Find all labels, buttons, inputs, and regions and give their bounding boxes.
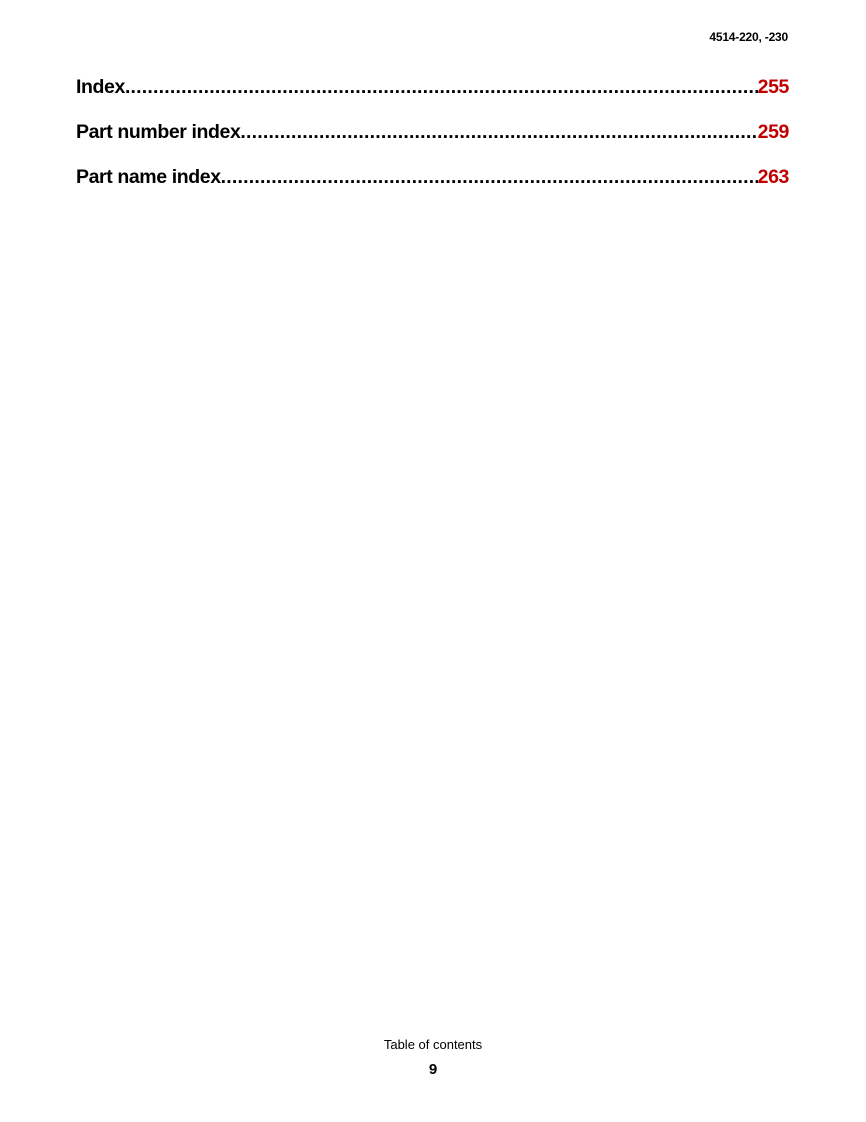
toc-entry-title: Part number index: [76, 121, 241, 143]
footer-page-number: 9: [428, 1061, 438, 1078]
toc-entry-part-name-index[interactable]: Part name index 263: [76, 166, 789, 211]
toc-entry-title: Part name index: [76, 166, 221, 188]
toc-entry-title: Index: [76, 76, 125, 98]
footer-section-label: Table of contents: [383, 1037, 483, 1052]
toc-entry-page[interactable]: 259: [757, 121, 790, 143]
table-of-contents: Index 255 Part number index 259 Part nam…: [76, 76, 789, 211]
toc-entry-index[interactable]: Index 255: [76, 76, 789, 121]
document-number: 4514-220, -230: [709, 30, 788, 44]
toc-entry-page[interactable]: 263: [757, 166, 790, 188]
dot-leader: [221, 166, 758, 189]
dot-leader: [240, 121, 757, 144]
toc-entry-part-number-index[interactable]: Part number index 259: [76, 121, 789, 166]
toc-entry-page[interactable]: 255: [757, 76, 790, 98]
dot-leader: [125, 76, 758, 99]
